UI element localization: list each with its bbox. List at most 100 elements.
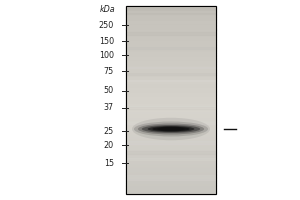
Bar xyxy=(126,149,216,150)
Text: 150: 150 xyxy=(99,36,114,46)
Ellipse shape xyxy=(142,125,200,133)
Bar xyxy=(126,36,216,37)
Bar xyxy=(126,145,216,147)
Text: kDa: kDa xyxy=(100,4,116,14)
Bar xyxy=(126,144,216,145)
Bar xyxy=(126,113,216,114)
Text: 25: 25 xyxy=(104,127,114,136)
Bar xyxy=(126,178,216,180)
Bar xyxy=(126,80,216,81)
Bar xyxy=(126,109,216,111)
Ellipse shape xyxy=(132,118,210,140)
Bar xyxy=(126,106,216,108)
Bar xyxy=(126,178,216,180)
Bar xyxy=(126,45,216,47)
Bar xyxy=(126,73,216,75)
Text: 20: 20 xyxy=(104,140,114,149)
Bar xyxy=(126,158,216,160)
Bar xyxy=(126,13,216,14)
Ellipse shape xyxy=(138,123,204,134)
Bar xyxy=(126,117,216,119)
Bar xyxy=(126,141,216,142)
Bar xyxy=(126,62,216,64)
Bar xyxy=(126,116,216,117)
Bar xyxy=(126,69,216,70)
Bar xyxy=(126,167,216,169)
Text: 250: 250 xyxy=(99,21,114,29)
Bar xyxy=(126,58,216,59)
Bar xyxy=(126,142,216,144)
Bar xyxy=(126,100,216,102)
Bar xyxy=(126,158,216,160)
Bar xyxy=(126,107,216,109)
Bar xyxy=(126,87,216,89)
Bar xyxy=(126,51,216,53)
Bar xyxy=(126,174,216,175)
Bar xyxy=(126,31,216,33)
Bar xyxy=(126,14,216,15)
Bar xyxy=(126,81,216,83)
Bar xyxy=(126,80,216,83)
Bar xyxy=(126,98,216,100)
Bar xyxy=(126,61,216,62)
Bar xyxy=(126,83,216,84)
Bar xyxy=(126,111,216,113)
Bar xyxy=(126,47,216,49)
Bar xyxy=(126,25,216,26)
Bar xyxy=(126,72,216,73)
Bar xyxy=(126,150,216,152)
Bar xyxy=(126,131,216,133)
Bar xyxy=(126,133,216,134)
Bar xyxy=(126,122,216,124)
Bar xyxy=(126,105,216,106)
Bar xyxy=(126,6,216,194)
Bar xyxy=(126,89,216,91)
Bar xyxy=(126,80,216,81)
Bar xyxy=(126,164,216,166)
Bar xyxy=(126,67,216,68)
Bar xyxy=(126,153,216,155)
Bar xyxy=(126,108,216,109)
Ellipse shape xyxy=(134,121,208,136)
Bar xyxy=(126,122,216,124)
Text: 15: 15 xyxy=(104,158,114,168)
Bar xyxy=(126,59,216,61)
Bar xyxy=(126,191,216,192)
Bar xyxy=(126,50,216,51)
Bar xyxy=(126,34,216,36)
Bar xyxy=(126,37,216,39)
Bar xyxy=(126,77,216,78)
Bar xyxy=(126,141,216,144)
Bar xyxy=(126,155,216,156)
Bar xyxy=(126,21,216,23)
Bar xyxy=(126,22,216,23)
Bar xyxy=(126,114,216,116)
Bar xyxy=(126,91,216,92)
Bar xyxy=(126,73,216,75)
Bar xyxy=(126,64,216,66)
Bar xyxy=(126,33,216,34)
Bar xyxy=(126,163,216,164)
Text: 75: 75 xyxy=(104,66,114,75)
Bar xyxy=(126,20,216,22)
Bar xyxy=(126,170,216,172)
Bar xyxy=(126,181,216,183)
Bar xyxy=(126,128,216,130)
Bar xyxy=(126,67,216,69)
Bar xyxy=(126,92,216,94)
Bar xyxy=(126,97,216,98)
Bar xyxy=(126,188,216,189)
Bar xyxy=(126,160,216,161)
Bar xyxy=(126,32,216,35)
Bar xyxy=(126,147,216,149)
Bar xyxy=(126,42,216,44)
Ellipse shape xyxy=(152,127,190,131)
Bar xyxy=(126,161,216,163)
Bar xyxy=(126,151,216,154)
Bar xyxy=(126,15,216,17)
Bar xyxy=(126,123,216,125)
Bar xyxy=(126,185,216,186)
Bar xyxy=(126,40,216,42)
Bar xyxy=(126,169,216,170)
Bar xyxy=(126,48,216,50)
